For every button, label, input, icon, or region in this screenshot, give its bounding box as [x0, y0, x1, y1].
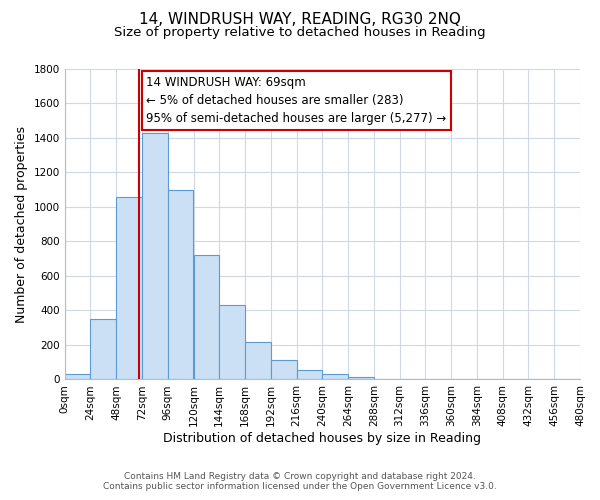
Bar [116, 196, 142, 380]
Bar [142, 133, 168, 380]
Bar [296, 370, 322, 380]
Bar [348, 377, 374, 380]
Bar [219, 306, 245, 380]
Bar [245, 342, 271, 380]
Text: Size of property relative to detached houses in Reading: Size of property relative to detached ho… [114, 26, 486, 39]
Bar [193, 256, 219, 380]
X-axis label: Distribution of detached houses by size in Reading: Distribution of detached houses by size … [163, 432, 481, 445]
Text: 14, WINDRUSH WAY, READING, RG30 2NQ: 14, WINDRUSH WAY, READING, RG30 2NQ [139, 12, 461, 28]
Bar [168, 190, 193, 380]
Text: Contains HM Land Registry data © Crown copyright and database right 2024.: Contains HM Land Registry data © Crown c… [124, 472, 476, 481]
Bar [271, 360, 296, 380]
Bar [322, 374, 348, 380]
Y-axis label: Number of detached properties: Number of detached properties [15, 126, 28, 322]
Bar [374, 378, 400, 380]
Bar [91, 319, 116, 380]
Text: Contains public sector information licensed under the Open Government Licence v3: Contains public sector information licen… [103, 482, 497, 491]
Text: 14 WINDRUSH WAY: 69sqm
← 5% of detached houses are smaller (283)
95% of semi-det: 14 WINDRUSH WAY: 69sqm ← 5% of detached … [146, 76, 446, 125]
Bar [65, 374, 91, 380]
